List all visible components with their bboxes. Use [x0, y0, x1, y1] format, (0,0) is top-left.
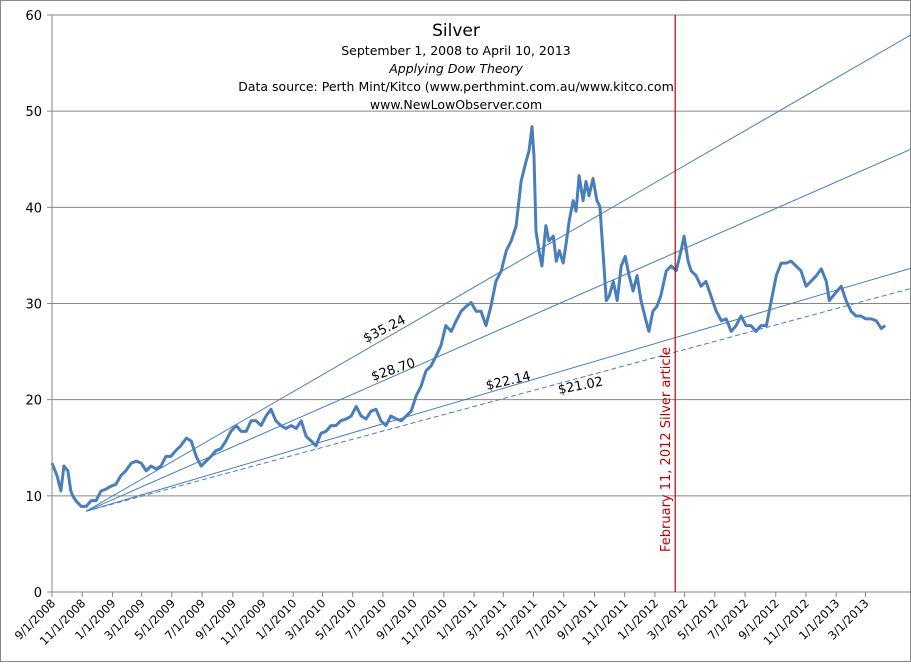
y-tick-label-40: 40 — [25, 201, 42, 216]
chart-title: Silver — [432, 21, 480, 41]
chart-subtitle-source: Data source: Perth Mint/Kitco (www.perth… — [238, 79, 674, 94]
y-tick-label-30: 30 — [25, 298, 42, 313]
trend-label-4: $21.02 — [557, 375, 605, 398]
y-tick-label-0: 0 — [34, 586, 42, 601]
annotation-label: February 11, 2012 Silver article — [659, 347, 674, 552]
series-line-silver — [50, 125, 887, 508]
y-tick-label-60: 60 — [25, 9, 42, 24]
trend-line-3 — [86, 267, 911, 512]
chart-subtitle-theory: Applying Dow Theory — [388, 61, 523, 76]
y-tick-label-10: 10 — [25, 490, 42, 505]
y-tick-label-20: 20 — [25, 394, 42, 409]
trend-label-3: $22.14 — [485, 369, 533, 394]
chart-subtitle-dates: September 1, 2008 to April 10, 2013 — [341, 43, 570, 58]
chart-subtitle-website: www.NewLowObserver.com — [370, 97, 542, 112]
trend-label-2: $28.70 — [369, 356, 417, 385]
y-tick-label-50: 50 — [25, 105, 42, 120]
trend-line-4 — [86, 287, 911, 512]
trend-line-2 — [85, 148, 911, 512]
